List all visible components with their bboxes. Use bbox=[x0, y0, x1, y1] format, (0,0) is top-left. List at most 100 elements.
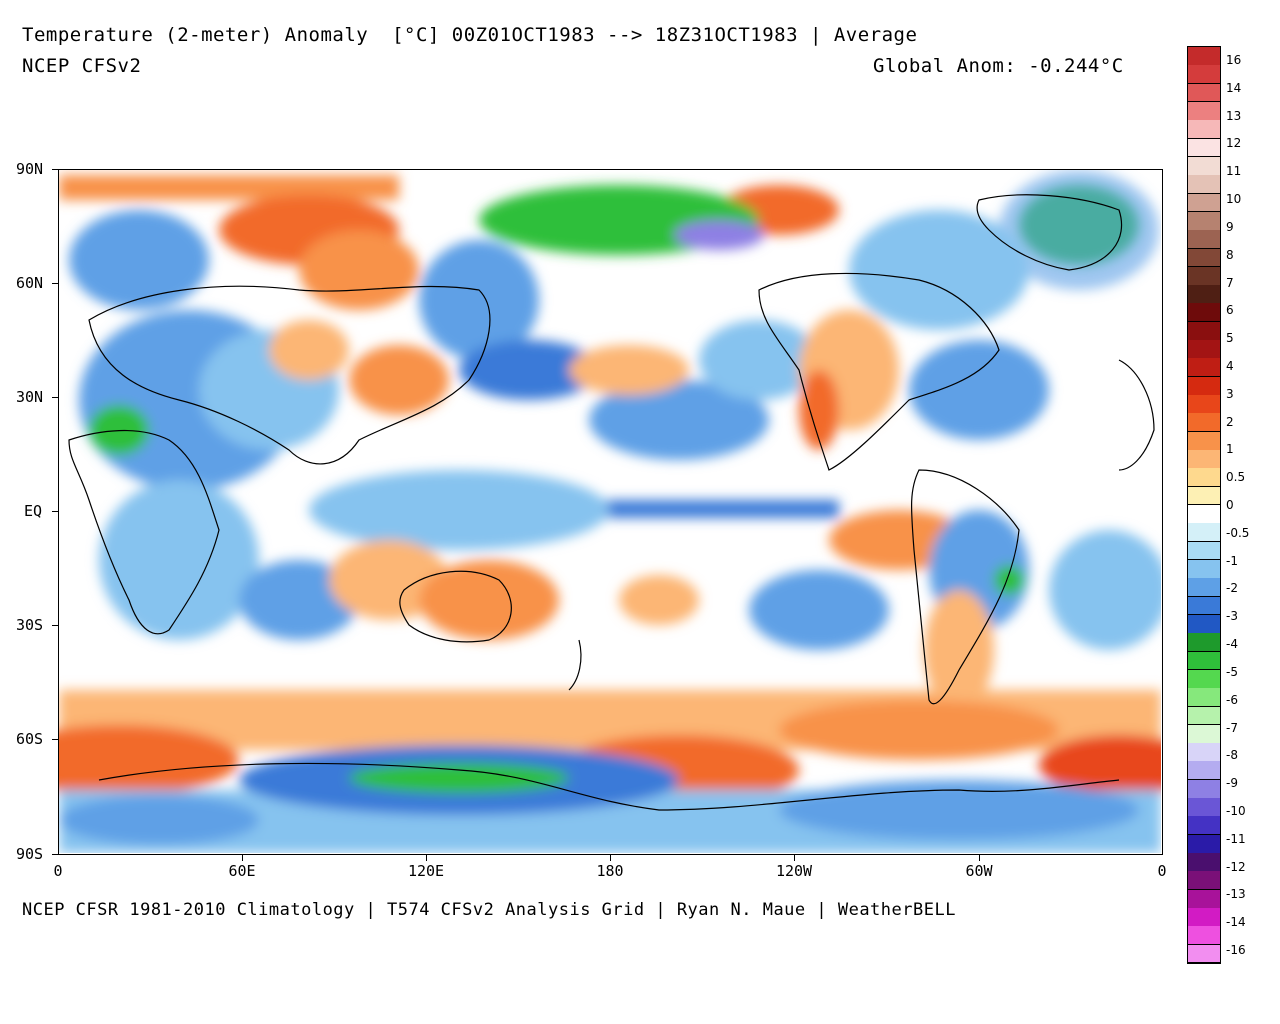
lon-label-180: 180 bbox=[596, 862, 624, 880]
legend-swatch bbox=[1188, 83, 1220, 103]
legend-swatch bbox=[1188, 486, 1220, 506]
legend-label: -14 bbox=[1226, 915, 1246, 930]
legend-label: -16 bbox=[1226, 943, 1246, 957]
legend-label: 7 bbox=[1226, 275, 1234, 290]
legend-label: -5 bbox=[1226, 664, 1238, 679]
legend-swatch bbox=[1188, 871, 1220, 891]
footer-credit: NCEP CFSR 1981-2010 Climatology | T574 C… bbox=[22, 900, 956, 920]
legend-swatch bbox=[1188, 834, 1220, 854]
lon-tick bbox=[979, 855, 980, 861]
legend-swatch bbox=[1188, 248, 1220, 268]
legend-label: -3 bbox=[1226, 609, 1238, 624]
legend-swatch bbox=[1188, 505, 1220, 524]
legend-swatch bbox=[1188, 358, 1220, 378]
legend-label: 14 bbox=[1226, 80, 1242, 95]
legend-swatch bbox=[1188, 706, 1220, 726]
legend-swatch bbox=[1188, 614, 1220, 634]
legend-label: -8 bbox=[1226, 748, 1238, 763]
legend-swatch bbox=[1188, 431, 1220, 451]
legend-label: 16 bbox=[1226, 53, 1242, 67]
legend-swatch bbox=[1188, 523, 1220, 543]
legend-label: 0.5 bbox=[1226, 470, 1246, 485]
legend-swatch bbox=[1188, 761, 1220, 781]
legend-label: 9 bbox=[1226, 219, 1234, 234]
legend-swatch bbox=[1188, 303, 1220, 323]
legend-label: -1 bbox=[1226, 553, 1238, 568]
legend-label: 12 bbox=[1226, 136, 1242, 151]
legend-label: 11 bbox=[1226, 164, 1242, 179]
legend-swatch bbox=[1188, 230, 1220, 249]
lat-tick bbox=[52, 854, 58, 855]
legend-swatch bbox=[1188, 798, 1220, 817]
lon-label-0: 0 bbox=[53, 862, 63, 880]
anomaly-map bbox=[58, 169, 1163, 855]
lat-tick bbox=[52, 169, 58, 170]
lat-label-90n: 90N bbox=[16, 160, 44, 178]
legend-label: -10 bbox=[1226, 803, 1246, 818]
coastlines bbox=[68, 194, 1155, 811]
legend-label: 3 bbox=[1226, 386, 1234, 401]
legend-swatch bbox=[1188, 633, 1220, 653]
lon-tick bbox=[794, 855, 795, 861]
legend-swatch bbox=[1188, 65, 1220, 85]
legend-swatch bbox=[1188, 651, 1220, 671]
lat-label-60s: 60S bbox=[16, 730, 44, 748]
legend-swatch bbox=[1188, 413, 1220, 433]
legend-swatch bbox=[1188, 340, 1220, 359]
lon-label-120e: 120E bbox=[407, 862, 445, 880]
lat-tick bbox=[52, 739, 58, 740]
lat-label-eq: EQ bbox=[24, 502, 43, 520]
legend-label: -2 bbox=[1226, 581, 1238, 596]
legend-swatch bbox=[1188, 101, 1220, 121]
legend-swatch bbox=[1188, 193, 1220, 213]
lat-label-30n: 30N bbox=[16, 388, 44, 406]
lat-label-60n: 60N bbox=[16, 274, 44, 292]
legend-swatch bbox=[1188, 688, 1220, 707]
legend-label: 2 bbox=[1226, 414, 1234, 429]
global-anomaly: Global Anom: -0.244°C bbox=[873, 55, 1124, 77]
legend-swatch bbox=[1188, 853, 1220, 872]
map-title: Temperature (2-meter) Anomaly [°C] 00Z01… bbox=[22, 24, 918, 46]
legend-label: 0 bbox=[1226, 498, 1234, 512]
legend-swatch bbox=[1188, 156, 1220, 176]
legend-swatch bbox=[1188, 669, 1220, 689]
legend-label: -4 bbox=[1226, 637, 1238, 652]
legend-swatch bbox=[1188, 138, 1220, 158]
legend-swatch bbox=[1188, 266, 1220, 286]
lat-tick bbox=[52, 625, 58, 626]
legend-label: 10 bbox=[1226, 192, 1242, 207]
legend-label: 6 bbox=[1226, 303, 1234, 318]
legend-swatch bbox=[1188, 779, 1220, 799]
legend-swatch bbox=[1188, 285, 1220, 304]
legend-label: -9 bbox=[1226, 776, 1238, 791]
legend-swatch bbox=[1188, 743, 1220, 762]
legend-swatch bbox=[1188, 541, 1220, 561]
legend-label: 4 bbox=[1226, 358, 1234, 373]
legend-swatch bbox=[1188, 926, 1220, 946]
legend-label: -6 bbox=[1226, 692, 1238, 707]
lon-tick bbox=[426, 855, 427, 861]
lat-tick bbox=[52, 511, 58, 512]
legend-swatch bbox=[1188, 889, 1220, 909]
lon-tick bbox=[242, 855, 243, 861]
legend-label: 5 bbox=[1226, 331, 1234, 346]
legend-label: -11 bbox=[1226, 831, 1246, 846]
legend-label: -13 bbox=[1226, 887, 1246, 902]
legend-swatch bbox=[1188, 908, 1220, 927]
legend-swatch bbox=[1188, 376, 1220, 396]
legend-swatch bbox=[1188, 175, 1220, 195]
legend-swatch bbox=[1188, 468, 1220, 488]
lon-label-60w: 60W bbox=[965, 862, 993, 880]
lat-label-90s: 90S bbox=[16, 845, 44, 863]
legend-swatch bbox=[1188, 450, 1220, 469]
legend-swatch bbox=[1188, 321, 1220, 341]
legend-label: 8 bbox=[1226, 247, 1234, 262]
legend-label: 13 bbox=[1226, 108, 1242, 123]
legend-swatch bbox=[1188, 944, 1220, 964]
legend-label: -12 bbox=[1226, 859, 1246, 874]
legend-swatch bbox=[1188, 578, 1220, 598]
legend-swatch bbox=[1188, 596, 1220, 616]
legend-swatch bbox=[1188, 120, 1220, 140]
legend-swatch bbox=[1188, 47, 1220, 66]
lat-label-30s: 30S bbox=[16, 616, 44, 634]
